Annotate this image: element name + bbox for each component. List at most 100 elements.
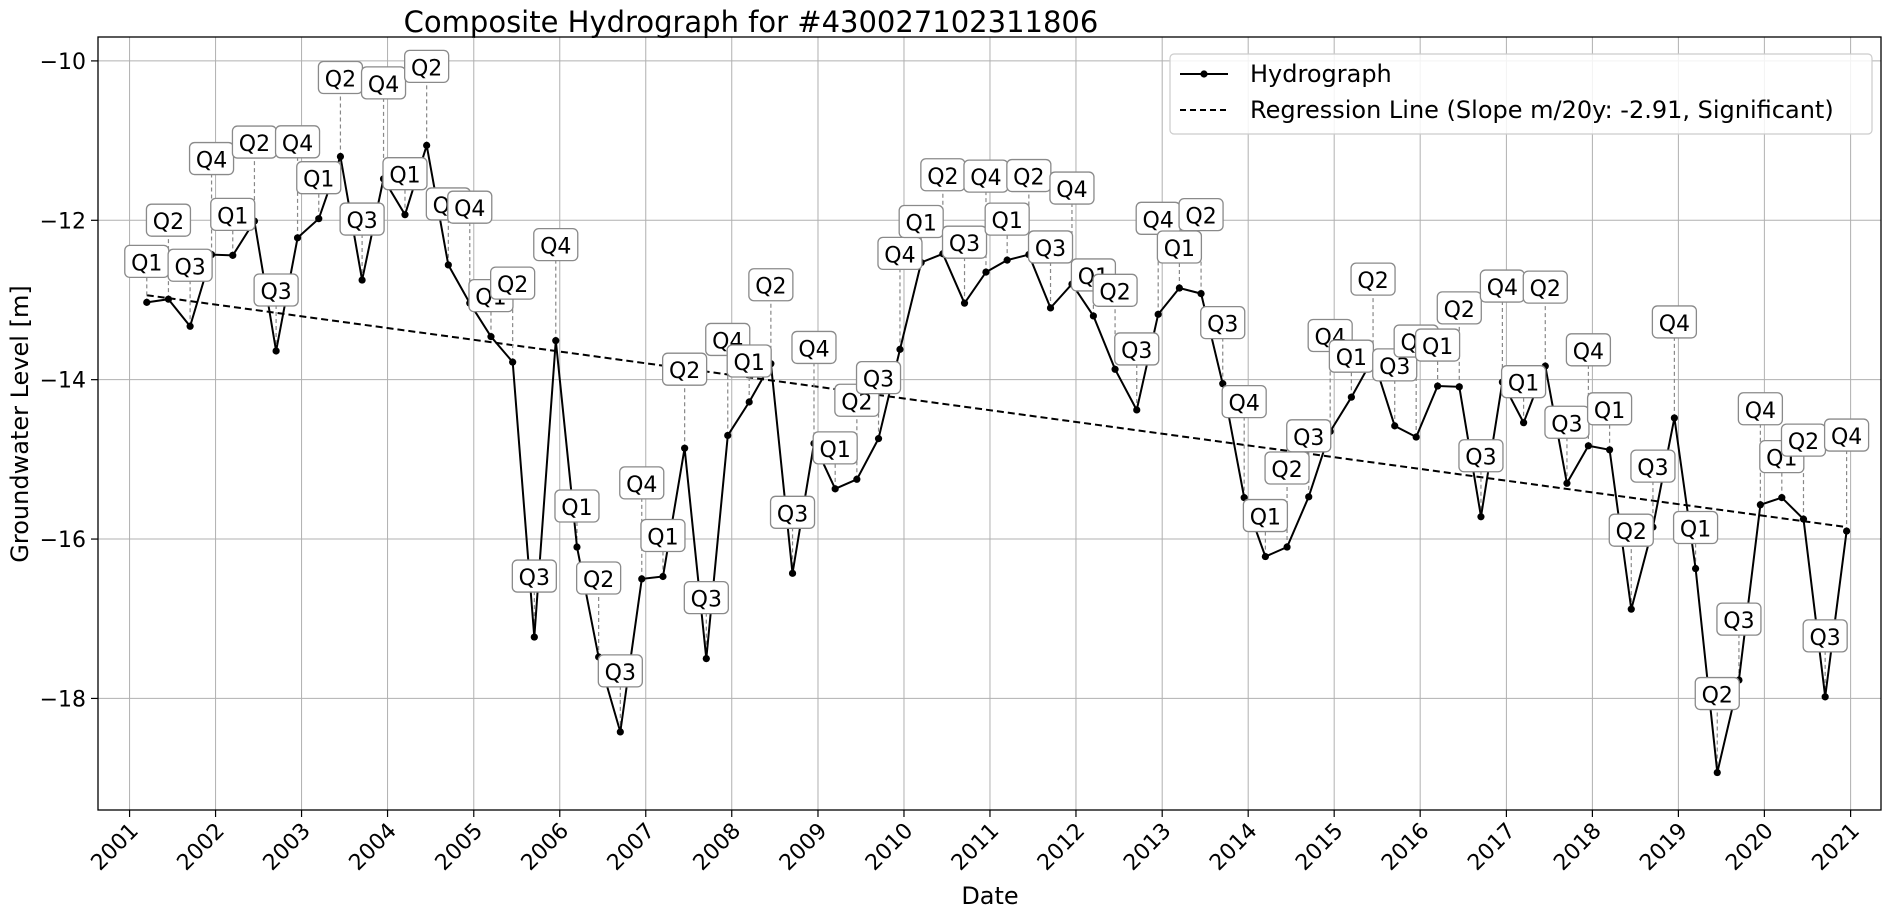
quarter-label-text: Q1 xyxy=(303,168,334,193)
quarter-label: Q1 xyxy=(812,431,858,465)
quarter-label-box xyxy=(511,559,557,593)
quarter-label-text: Q3 xyxy=(605,661,636,686)
quarter-label-box xyxy=(1737,392,1784,426)
quarter-label-text: Q1 xyxy=(647,526,678,551)
quarter-label: Q4 xyxy=(1221,384,1267,419)
quarter-label-box xyxy=(296,161,342,195)
quarter-label: Q1 xyxy=(640,518,686,553)
data-point xyxy=(896,345,904,353)
quarter-label: Q4 xyxy=(1049,171,1095,205)
quarter-label-text: Q1 xyxy=(561,496,592,521)
data-point xyxy=(1046,304,1055,312)
quarter-label: Q1 xyxy=(210,197,256,232)
quarter-label: Q4 xyxy=(447,190,493,224)
quarter-label: Q1 xyxy=(1328,339,1375,373)
legend: Hydrograph Regression Line (Slope m/20y:… xyxy=(1169,53,1873,135)
quarter-label: Q1 xyxy=(124,244,170,279)
data-point xyxy=(1154,310,1162,318)
quarter-label-text: Q3 xyxy=(949,232,980,257)
data-point xyxy=(143,298,151,306)
quarter-label-text: Q3 xyxy=(1207,313,1238,338)
quarter-label-box xyxy=(941,225,988,259)
chart-title: Composite Hydrograph for #43002710231180… xyxy=(404,5,1099,39)
quarter-label-text: Q2 xyxy=(669,359,700,384)
data-point xyxy=(853,475,861,483)
data-point xyxy=(444,261,452,269)
quarter-label-box xyxy=(1092,273,1138,307)
data-point xyxy=(293,234,302,242)
data-point xyxy=(1477,513,1485,521)
data-point xyxy=(1412,433,1420,441)
quarter-label-box xyxy=(984,202,1030,236)
quarter-label-text: Q4 xyxy=(1573,340,1604,365)
quarter-label: Q4 xyxy=(1737,392,1784,426)
y-tick-label: −10 xyxy=(40,50,86,75)
quarter-label-text: Q1 xyxy=(906,212,937,237)
quarter-label-text: Q2 xyxy=(325,68,356,93)
data-point xyxy=(745,398,753,406)
quarter-label: Q2 xyxy=(231,125,278,159)
quarter-label-box xyxy=(1049,171,1095,205)
quarter-label-box xyxy=(1178,197,1224,232)
quarter-label-text: Q2 xyxy=(1530,277,1561,302)
quarter-label-box xyxy=(597,654,643,688)
quarter-label-box xyxy=(748,268,794,302)
data-point xyxy=(724,431,732,440)
data-point xyxy=(315,215,323,223)
data-point xyxy=(401,211,409,219)
legend-hydrograph-label: Hydrograph xyxy=(1250,60,1392,88)
quarter-label-text: Q4 xyxy=(1745,399,1776,424)
quarter-label: Q2 xyxy=(748,268,794,302)
quarter-label-text: Q2 xyxy=(1099,280,1130,305)
data-point xyxy=(831,485,839,493)
quarter-label: Q4 xyxy=(360,66,407,100)
quarter-label: Q4 xyxy=(188,141,235,176)
data-point xyxy=(509,358,517,366)
quarter-label: Q3 xyxy=(941,225,988,259)
quarter-label: Q1 xyxy=(984,202,1030,236)
data-point xyxy=(1111,365,1119,373)
quarter-label-text: Q1 xyxy=(1508,372,1539,397)
quarter-label-text: Q3 xyxy=(1293,426,1324,451)
quarter-label: Q1 xyxy=(898,204,944,239)
quarter-label-text: Q3 xyxy=(1035,237,1066,262)
quarter-label-box xyxy=(877,236,923,271)
quarter-label-box xyxy=(360,66,407,100)
quarter-label: Q3 xyxy=(1200,306,1246,340)
data-point xyxy=(982,268,990,276)
data-point xyxy=(702,654,710,663)
quarter-label: Q1 xyxy=(382,157,428,191)
data-point xyxy=(1175,284,1183,292)
quarter-label: Q4 xyxy=(1565,333,1612,367)
data-point xyxy=(1670,414,1678,422)
quarter-label: Q4 xyxy=(274,125,321,159)
quarter-label-text: Q3 xyxy=(346,209,377,234)
quarter-label-box xyxy=(726,344,772,378)
data-point xyxy=(874,435,883,443)
quarter-label: Q4 xyxy=(791,330,837,365)
quarter-label: Q3 xyxy=(1802,619,1848,653)
quarter-label-text: Q3 xyxy=(863,368,894,393)
quarter-label-box xyxy=(1156,230,1203,264)
quarter-label-box xyxy=(1565,333,1612,367)
data-point xyxy=(336,152,345,161)
quarter-label-text: Q1 xyxy=(217,204,248,229)
data-point xyxy=(164,295,173,303)
quarter-label-text: Q3 xyxy=(777,502,808,527)
quarter-label-text: Q1 xyxy=(389,164,420,189)
quarter-label-text: Q2 xyxy=(153,210,184,235)
quarter-label-text: Q3 xyxy=(519,566,550,591)
quarter-label-text: Q4 xyxy=(626,473,657,498)
quarter-label-text: Q3 xyxy=(1465,446,1496,471)
quarter-label-text: Q4 xyxy=(1831,425,1862,450)
data-point xyxy=(1283,543,1291,551)
legend-regression-label: Regression Line (Slope m/20y: -2.91, Sig… xyxy=(1250,96,1834,124)
quarter-label: Q1 xyxy=(1156,230,1203,264)
quarter-label-box xyxy=(1672,510,1719,545)
quarter-label-text: Q4 xyxy=(196,149,227,174)
data-point xyxy=(1305,493,1313,501)
quarter-label-box xyxy=(339,202,385,236)
quarter-label-text: Q1 xyxy=(1594,399,1625,424)
data-point xyxy=(960,299,969,307)
